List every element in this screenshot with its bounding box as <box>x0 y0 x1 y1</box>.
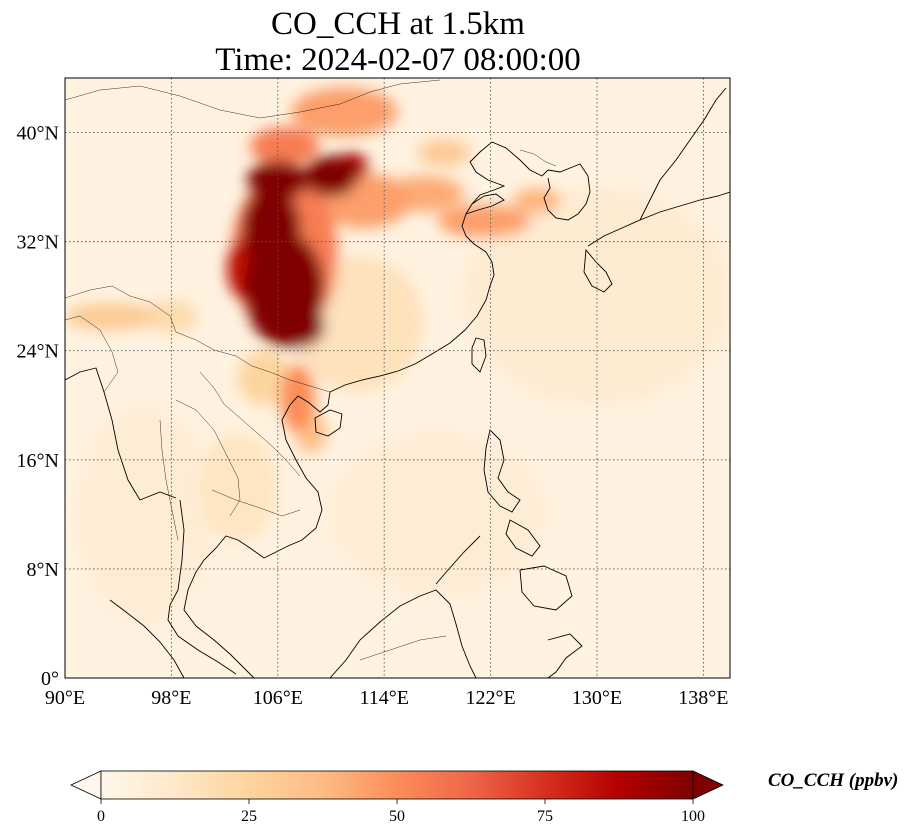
graticule <box>65 78 730 678</box>
lat-tick-label: 32°N <box>17 232 59 254</box>
border-india-myanmar <box>65 315 119 393</box>
colorbar: 0 25 50 75 100 CO_CCH (ppbv) <box>70 770 898 825</box>
lon-tick-label: 122°E <box>465 687 515 709</box>
coastline-visayas <box>505 519 541 557</box>
coastline-japan-kyushu <box>583 248 613 293</box>
colorbar-tick-label: 0 <box>97 808 105 825</box>
map-subtitle-time: Time: 2024-02-07 08:00:00 <box>215 42 581 78</box>
colorbar-tick-label: 50 <box>389 808 405 825</box>
field-blob <box>144 300 198 333</box>
coastline-hainan <box>314 409 343 437</box>
border-myanmar-thailand <box>159 419 179 541</box>
field-blob <box>198 432 278 542</box>
lat-tick-label: 40°N <box>17 123 59 145</box>
colorbar-tick-label: 75 <box>537 808 553 825</box>
border-china-south <box>65 285 331 393</box>
coastline-taiwan <box>471 337 487 373</box>
border-borneo <box>359 635 447 661</box>
coastline-sulawesi <box>547 633 583 678</box>
colorbar-title: CO_CCH (ppbv) <box>768 770 898 791</box>
coastline-luzon <box>483 429 521 513</box>
coastline-mindanao <box>519 565 573 611</box>
lat-tick-label: 24°N <box>17 341 59 363</box>
field-blob <box>78 405 212 624</box>
coastline-japan <box>587 191 730 247</box>
coastline-china-east <box>329 141 549 393</box>
lon-tick-label: 114°E <box>359 687 408 709</box>
border-china-mongolia <box>65 79 441 119</box>
coastline-sumatra <box>109 599 185 678</box>
field-blob <box>417 139 471 167</box>
coastline-myanmar <box>65 367 177 501</box>
lon-tick-label: 138°E <box>678 687 728 709</box>
field-blob <box>237 350 292 406</box>
coastlines <box>65 87 730 678</box>
map-frame <box>64 77 731 679</box>
lat-tick-label: 8°N <box>27 559 59 581</box>
lat-tick-label: 16°N <box>17 450 59 472</box>
field-blob <box>280 364 316 433</box>
lon-tick-label: 90°E <box>45 687 85 709</box>
field-blob <box>437 204 531 238</box>
field-blob <box>244 232 325 347</box>
field-blob <box>65 303 159 331</box>
country-borders <box>65 79 557 661</box>
lon-tick-label: 98°E <box>151 687 191 709</box>
coastline-gulf-tonkin <box>263 391 331 559</box>
colorbar-tick-label: 100 <box>681 808 705 825</box>
field-blob <box>304 155 358 197</box>
colorbar-extend-min <box>70 770 102 800</box>
colorbar-extend-max <box>692 770 724 800</box>
field-blob <box>249 127 320 166</box>
field-blob <box>331 432 544 597</box>
colorbar-tick-label: 25 <box>241 808 257 825</box>
border-thailand-laos <box>175 399 241 517</box>
coastline-indochina <box>183 535 265 678</box>
coastline-borneo <box>329 589 477 678</box>
coastline-malay-peninsula <box>167 499 237 675</box>
coastline-japan-north <box>639 87 727 221</box>
coastline-korea <box>543 163 591 221</box>
colorbar-gradient <box>100 770 694 800</box>
field-blob <box>513 188 562 214</box>
coastline-shandong <box>465 193 505 215</box>
border-laos-vietnam <box>199 371 301 477</box>
map-title: CO_CCH at 1.5km <box>271 6 525 42</box>
border-cambodia <box>211 489 301 517</box>
coastline-palawan <box>435 535 481 585</box>
map-axes: 90°E 98°E 106°E 114°E 122°E 130°E 138°E 0° 8°N 16… <box>17 123 729 709</box>
border-china-korea <box>519 149 557 167</box>
lon-tick-label: 106°E <box>253 687 303 709</box>
lon-tick-label: 130°E <box>572 687 622 709</box>
field-blob <box>291 87 398 137</box>
lat-tick-label: 0° <box>41 668 59 690</box>
